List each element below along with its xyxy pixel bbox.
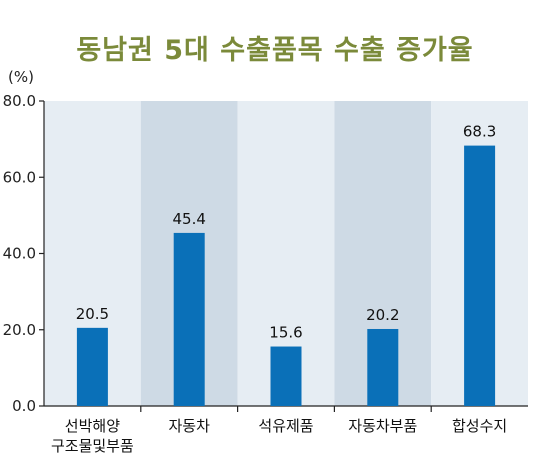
x-tick-label: 자동차 (168, 417, 210, 435)
bar (367, 328, 399, 406)
bar (76, 327, 108, 406)
data-label: 20.5 (76, 305, 109, 323)
y-tick-label: 60.0 (3, 168, 36, 186)
y-tick-label: 20.0 (3, 321, 36, 339)
y-axis-label: (%) (8, 68, 34, 86)
x-tick-label: 자동차부품 (348, 417, 417, 435)
y-tick-label: 0.0 (12, 397, 36, 415)
data-label: 68.3 (463, 123, 496, 141)
data-label: 20.2 (366, 306, 399, 324)
bar (464, 145, 496, 406)
x-tick-label: 석유제품 (258, 417, 313, 435)
y-tick-label: 80.0 (3, 92, 36, 110)
chart-title: 동남권 5대 수출품목 수출 증가율 (76, 35, 474, 66)
x-tick-label: 선박해양 (65, 417, 120, 435)
bar (270, 346, 302, 406)
data-label: 15.6 (269, 324, 302, 342)
x-tick-label: 합성수지 (452, 417, 507, 435)
data-label: 45.4 (172, 210, 205, 228)
x-tick-label: 구조물및부품 (51, 437, 134, 455)
y-tick-label: 40.0 (3, 245, 36, 263)
bar (173, 232, 205, 406)
